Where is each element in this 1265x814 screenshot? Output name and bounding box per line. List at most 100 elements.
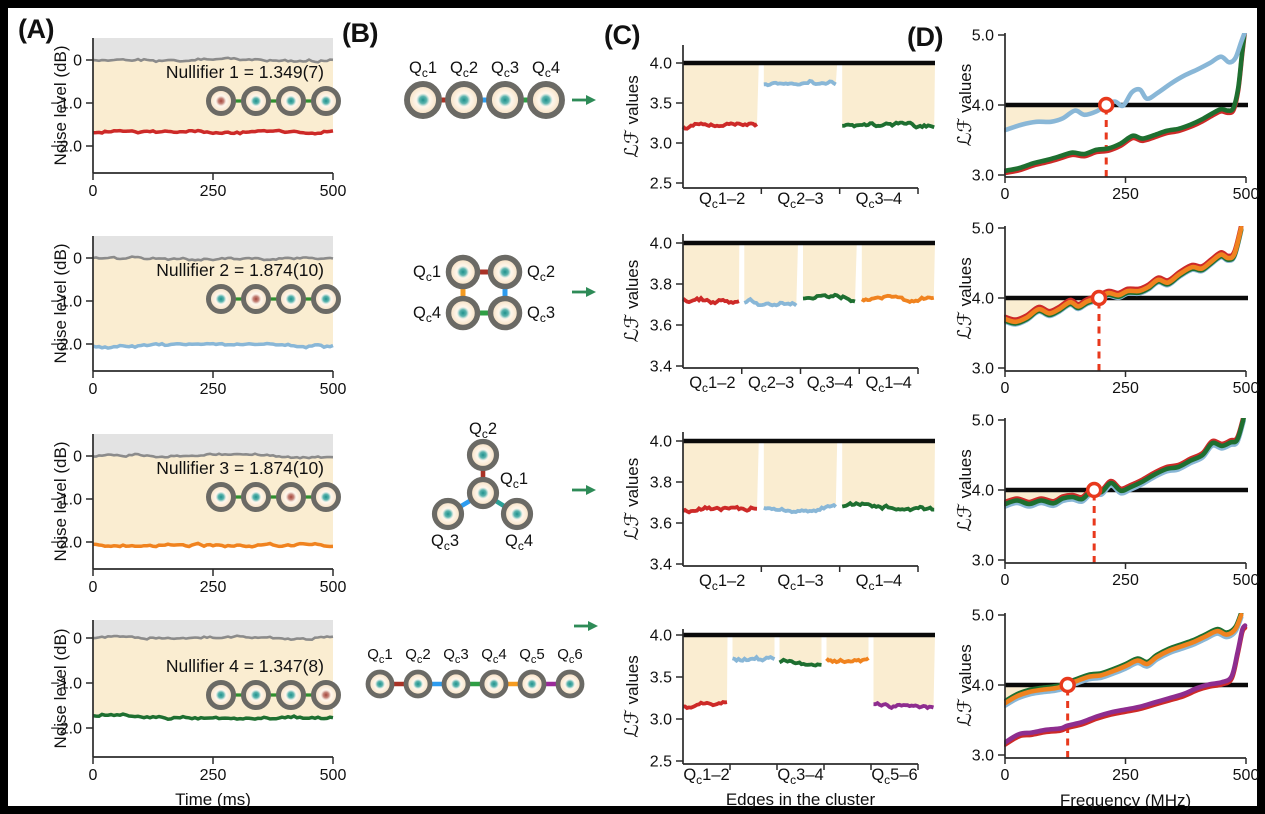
y-tick-label: 3.0	[972, 361, 994, 378]
panel-b-linear-cluster-4: Qc1 Qc2 Qc3 Qc4	[404, 59, 596, 119]
lf-curve-red	[1004, 226, 1244, 322]
panel-c-lf-vs-edges: Qc1–2 Qc2–3 Qc3–4 4.0 3.5 3.0 2.5 ℒℱ values Qc1–…	[608, 8, 948, 809]
qubit-dot	[285, 689, 297, 701]
lf-trace-blue	[763, 78, 837, 88]
lf-curves	[1004, 33, 1248, 176]
lf-trace-green	[802, 292, 856, 304]
panel-a-nullifier-measurements: 0 −1.0 −2.0 0 250 500 Noise level (dB) Nullifie…	[8, 8, 348, 809]
qubit-dot	[320, 293, 332, 305]
y-axis-label: ℒℱ values	[621, 75, 643, 158]
y-tick-label: −1.0	[50, 294, 82, 311]
y-tick-label: 4.0	[650, 434, 672, 451]
below-threshold-fill	[683, 635, 728, 708]
x-tick-label: 500	[320, 183, 347, 200]
below-threshold-fill	[763, 441, 838, 513]
y-tick-label: 4.0	[972, 483, 994, 500]
qubit-dot	[285, 293, 297, 305]
x-tick-label: Qc1–2	[699, 572, 745, 593]
qubit-dot	[527, 679, 537, 689]
x-tick-label: 250	[200, 767, 227, 784]
qubit-dot	[498, 93, 512, 107]
y-tick-label: 4.0	[972, 98, 994, 115]
y-tick-label: 3.8	[650, 475, 672, 492]
x-tick-label: 250	[1112, 572, 1139, 589]
below-threshold-fill	[803, 243, 857, 302]
panel-a-row-1-chart: 0 −1.0 −2.0 0 250 500 Noise level (dB) Nullifie…	[50, 38, 347, 200]
y-axis-label: Noise level (dB)	[51, 629, 70, 749]
x-tick-label: 250	[1112, 767, 1139, 784]
qubit-dot	[477, 449, 489, 461]
y-tick-label: 2.5	[650, 176, 672, 193]
lf-curve-orange	[1004, 613, 1244, 706]
y-axis-label: ℒℱ values	[954, 64, 976, 147]
y-tick-label: 5.0	[972, 28, 994, 45]
qubit-dot	[442, 508, 454, 520]
qubit-label: Qc1	[409, 59, 437, 80]
qubit-label: Qc2	[450, 59, 478, 80]
panel-a-row-3-chart: 0 −1.0 −2.0 0 250 500 Noise level (dB) Nullifie…	[50, 434, 346, 596]
qubit-dot	[498, 306, 512, 320]
lf-curve-green	[1004, 418, 1246, 507]
lf-curve-orange	[1004, 226, 1244, 325]
y-tick-label: 4.0	[650, 56, 672, 73]
nullifier-trace-orange	[92, 541, 334, 549]
panel-label-a: (A)	[18, 14, 54, 44]
lf-trace-purple	[873, 700, 935, 711]
y-tick-label: 2.5	[650, 754, 672, 771]
lf-curve-blue	[1004, 615, 1244, 708]
qubit-dot	[250, 491, 262, 503]
crossing-marker	[1059, 676, 1076, 694]
qubit-dot	[320, 689, 332, 701]
qubit-label: Qc1	[367, 646, 393, 666]
qubit-dot	[456, 306, 470, 320]
panel-b-square-cluster: Qc1 Qc2 Qc3 Qc4	[413, 254, 596, 331]
x-tick-label: Qc5–6	[871, 766, 917, 787]
y-tick-label: 4.0	[650, 628, 672, 645]
qubit-dot	[215, 293, 227, 305]
below-threshold-fill	[683, 441, 759, 513]
y-tick-label: 5.0	[972, 608, 994, 625]
x-tick-label: 250	[200, 183, 227, 200]
x-tick-label: Qc3–4	[777, 766, 823, 787]
x-tick-label: Qc3–4	[807, 374, 853, 395]
above-shot-noise-region	[93, 236, 333, 261]
y-axis-label: Noise level (dB)	[51, 442, 70, 562]
x-tick-label: 250	[1112, 186, 1139, 203]
y-tick-label: 0	[73, 251, 82, 268]
nullifier-annotation: Nullifier 2 = 1.874(10)	[156, 260, 324, 280]
shot-noise-trace	[92, 56, 334, 64]
below-threshold-fill	[842, 63, 935, 128]
flow-arrow-head	[586, 485, 596, 495]
below-threshold-fill	[683, 63, 759, 129]
y-tick-label: 0	[73, 53, 82, 70]
qubit-dot	[511, 508, 523, 520]
panel-a-row-4-chart: 0 −1.0 −2.0 0 250 500 Noise level (dB) Nullifie…	[50, 620, 346, 809]
lf-trace-red	[682, 699, 728, 711]
below-threshold-fill	[763, 63, 838, 86]
shot-noise-trace	[92, 255, 334, 262]
y-axis-label: Noise level (dB)	[51, 46, 70, 166]
nullifier-annotation: Nullifier 4 = 1.347(8)	[166, 656, 324, 676]
y-tick-label: 3.5	[650, 670, 672, 687]
panel-c-row-3-chart: Qc1–2 Qc1–3 Qc1–4 4.0 3.8 3.6 3.4 ℒℱ values	[621, 432, 935, 593]
below-threshold-fill	[732, 635, 775, 661]
qubit-label: Qc3	[443, 646, 469, 666]
qubit-label: Qc4	[505, 532, 533, 553]
y-axis-label: ℒℱ values	[621, 260, 643, 343]
y-axis-label: ℒℱ values	[621, 458, 643, 541]
y-tick-label: −1.0	[50, 492, 82, 509]
lf-curve-green	[1004, 33, 1247, 174]
y-axis-label: ℒℱ values	[954, 449, 976, 532]
y-tick-label: 3.0	[972, 553, 994, 570]
qubit-label: Qc3	[431, 532, 459, 553]
y-tick-label: 3.0	[972, 168, 994, 185]
squeezing-region	[93, 635, 333, 720]
qubit-label: Qc3	[491, 59, 519, 80]
panel-c-row-4-chart: Qc1–2 Qc3–4 Qc5–6 4.0 3.5 3.0 2.5 ℒℱ values Edge…	[621, 628, 935, 809]
panel-b-linear-cluster-6: Qc1 Qc2 Qc3 Qc4 Qc5 Qc6	[365, 621, 598, 699]
x-axis-label: Time (ms)	[175, 790, 251, 809]
flow-arrow-head	[586, 95, 596, 105]
y-tick-label: 0	[73, 631, 82, 648]
y-tick-label: −2.0	[50, 721, 82, 738]
above-shot-noise-region	[93, 38, 333, 63]
